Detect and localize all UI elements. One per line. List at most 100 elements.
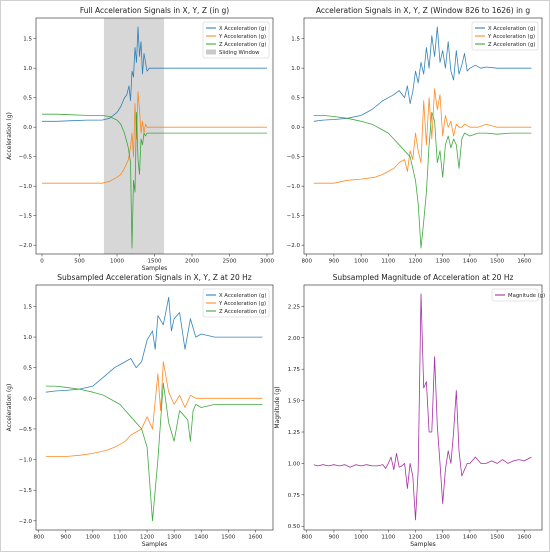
- legend: X Acceleration (g) Y Acceleration (g) Z Ac…: [202, 288, 270, 318]
- x-tick-label: 1200: [409, 259, 423, 265]
- y-tick-label: 1.50: [288, 399, 301, 405]
- chart-panel-3: 800 900 1000 1100 1200 1300 1400 1500 1600 1.5 1.0…: [6, 273, 274, 548]
- y-tick-label: 1.5: [23, 37, 32, 43]
- legend-label: Y Acceleration (g): [218, 301, 266, 307]
- chart-title: Subsampled Magnitude of Acceleration at …: [333, 273, 514, 282]
- series-line-z: [42, 112, 267, 249]
- x-tick-label: 2000: [185, 259, 199, 265]
- legend-label: X Acceleration (g): [219, 26, 266, 32]
- y-axis-label: Magnitude (g): [274, 386, 281, 428]
- chart-panel-4: 800 900 1000 1100 1200 1300 1400 1500 1600 2.25 2.…: [274, 273, 545, 548]
- x-tick-label: 1300: [167, 535, 181, 541]
- series-line-x: [45, 296, 263, 393]
- x-tick-label: 1600: [248, 535, 262, 541]
- y-tick-label: 0.5: [23, 96, 32, 102]
- x-tick-label: 1400: [463, 535, 477, 541]
- x-axis-label: Samples: [142, 265, 168, 272]
- series-line-z: [313, 112, 532, 249]
- legend-label: X Acceleration (g): [219, 293, 266, 299]
- y-tick-label: 2.25: [288, 304, 301, 310]
- y-tick-label: 1.5: [291, 37, 300, 43]
- x-tick-label: 1100: [381, 535, 395, 541]
- y-tick-label: −1.0: [19, 458, 33, 464]
- x-axis-label: Samples: [410, 541, 436, 548]
- y-tick-label: −1.5: [287, 214, 301, 220]
- y-tick-label: 0.75: [288, 493, 301, 499]
- legend: X Acceleration (g) Y Acceleration (g) Z Ac…: [471, 21, 539, 51]
- y-tick-label: 0.5: [291, 96, 300, 102]
- legend-label: Magnitude (g): [508, 293, 545, 299]
- y-tick-label: −2.0: [19, 519, 33, 525]
- legend-label: Z Acceleration (g): [219, 42, 266, 48]
- legend-box: [491, 288, 539, 302]
- x-tick-label: 800: [33, 535, 44, 541]
- y-axis-label: Acceleration (g): [6, 112, 13, 160]
- x-tick-label: 500: [74, 259, 85, 265]
- y-tick-label: −1.0: [287, 184, 301, 190]
- legend-label: Sliding Window: [219, 50, 260, 56]
- plot-frame: [303, 284, 543, 531]
- legend-label: Y Acceleration (g): [218, 34, 266, 40]
- plot-frame: [35, 284, 274, 531]
- legend-box: [202, 288, 270, 318]
- x-tick-label: 1300: [436, 535, 450, 541]
- y-tick-label: 2.00: [288, 336, 301, 342]
- y-tick-label: 1.75: [288, 367, 301, 373]
- x-tick-label: 1600: [517, 535, 531, 541]
- chart-title: Acceleration Signals in X, Y, Z (Window …: [316, 6, 530, 15]
- x-tick-label: 1500: [490, 259, 504, 265]
- x-tick-label: 1400: [194, 535, 208, 541]
- chart-panel-2: 800 900 1000 1100 1200 1300 1400 1500 1600 1.5 1.0…: [287, 6, 543, 265]
- x-tick-label: 1200: [140, 535, 154, 541]
- series-line-y: [42, 91, 267, 184]
- x-axis-label: Samples: [142, 541, 168, 548]
- legend-label: X Acceleration (g): [488, 26, 535, 32]
- y-tick-label: −1.5: [19, 214, 33, 220]
- x-tick-label: 1600: [517, 259, 531, 265]
- x-tick-label: 2500: [223, 259, 237, 265]
- x-tick-label: 800: [301, 259, 312, 265]
- series-line-x: [313, 26, 532, 122]
- y-tick-label: 0.50: [288, 524, 301, 530]
- x-tick-label: 1000: [86, 535, 100, 541]
- legend-box: [202, 21, 270, 59]
- y-axis-label: Acceleration (g): [6, 384, 13, 432]
- y-tick-label: 0.0: [23, 396, 32, 402]
- y-tick-label: −1.0: [19, 184, 33, 190]
- y-tick-label: 1.0: [23, 66, 32, 72]
- chart-title: Full Acceleration Signals in X, Y, Z (in…: [80, 6, 229, 15]
- legend: Magnitude (g): [491, 288, 545, 302]
- y-tick-label: −2.0: [19, 243, 33, 249]
- x-tick-label: 0: [40, 259, 44, 265]
- x-tick-label: 1000: [354, 259, 368, 265]
- y-tick-label: −1.5: [19, 488, 33, 494]
- x-tick-label: 800: [301, 535, 312, 541]
- x-tick-label: 900: [329, 259, 340, 265]
- legend-swatch: [206, 49, 216, 55]
- x-tick-label: 900: [329, 535, 340, 541]
- legend-box: [471, 21, 539, 51]
- x-tick-label: 1000: [110, 259, 124, 265]
- y-tick-label: −0.5: [287, 155, 301, 161]
- series-line-magnitude: [313, 293, 532, 521]
- y-tick-label: 1.5: [23, 304, 32, 310]
- x-tick-label: 1200: [409, 535, 423, 541]
- legend: X Acceleration (g) Y Acceleration (g) Z Ac…: [202, 21, 270, 59]
- legend-label: Z Acceleration (g): [488, 42, 535, 48]
- series-line-z: [45, 382, 263, 522]
- x-tick-label: 1500: [148, 259, 162, 265]
- y-tick-label: 1.0: [23, 335, 32, 341]
- x-tick-label: 1500: [490, 535, 504, 541]
- x-tick-label: 1300: [436, 259, 450, 265]
- x-tick-label: 1500: [221, 535, 235, 541]
- y-tick-label: 1.25: [288, 430, 301, 436]
- x-tick-label: 1100: [381, 259, 395, 265]
- x-tick-label: 1000: [354, 535, 368, 541]
- x-tick-label: 1400: [463, 259, 477, 265]
- legend-label: Z Acceleration (g): [219, 309, 266, 315]
- x-tick-label: 900: [61, 535, 72, 541]
- y-tick-label: 1.00: [288, 461, 301, 467]
- x-tick-label: 3000: [260, 259, 274, 265]
- series-line-y: [313, 88, 532, 184]
